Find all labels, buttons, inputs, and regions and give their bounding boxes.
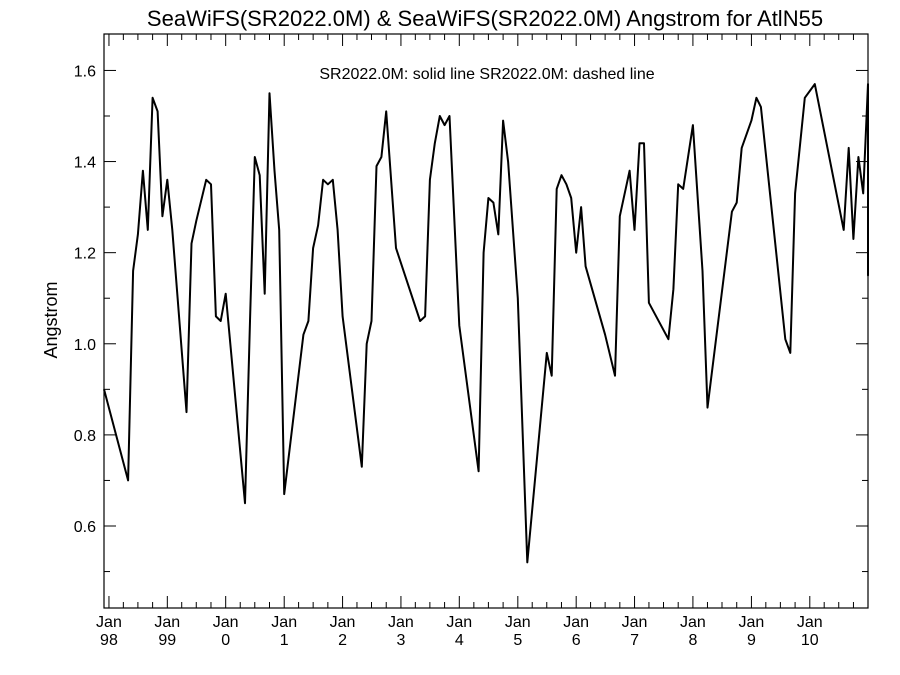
x-tick-label-year: 8 [688, 632, 697, 649]
x-tick-label-month: Jan [739, 614, 765, 631]
series-layer [103, 83, 869, 564]
x-tick-label-month: Jan [154, 614, 180, 631]
x-tick-label-year: 6 [572, 632, 581, 649]
x-tick-label-year: 5 [513, 632, 522, 649]
x-tick-label-month: Jan [213, 614, 239, 631]
chart-title: SeaWiFS(SR2022.0M) & SeaWiFS(SR2022.0M) … [147, 6, 823, 31]
y-tick-label: 0.6 [74, 519, 96, 536]
x-tick-label-year: 3 [396, 632, 405, 649]
x-tick-label-month: Jan [505, 614, 531, 631]
series-line [103, 83, 869, 564]
x-tick-label-year: 10 [801, 632, 819, 649]
x-tick-label-year: 2 [338, 632, 347, 649]
x-tick-label-month: Jan [622, 614, 648, 631]
x-tick-label-month: Jan [446, 614, 472, 631]
y-tick-label: 1.4 [74, 155, 96, 172]
x-tick-label-month: Jan [680, 614, 706, 631]
x-tick-label-month: Jan [96, 614, 122, 631]
x-tick-label-year: 7 [630, 632, 639, 649]
y-tick-label: 1.0 [74, 337, 96, 354]
x-tick-label-year: 9 [747, 632, 756, 649]
y-tick-label: 0.8 [74, 428, 96, 445]
plot-frame [103, 33, 869, 609]
x-tick-label-year: 0 [221, 632, 230, 649]
x-tick-label-month: Jan [797, 614, 823, 631]
x-tick-label-month: Jan [330, 614, 356, 631]
y-axis-label: Angstrom [41, 281, 61, 358]
x-tick-label-month: Jan [563, 614, 589, 631]
x-tick-label-month: Jan [271, 614, 297, 631]
y-tick-label: 1.2 [74, 246, 96, 263]
x-tick-label-year: 98 [100, 632, 118, 649]
y-tick-label: 1.6 [74, 63, 96, 80]
x-tick-label-year: 1 [280, 632, 289, 649]
x-tick-label-month: Jan [388, 614, 414, 631]
axes: 0.60.81.01.21.41.6Jan98Jan99Jan0Jan1Jan2… [74, 34, 868, 649]
chart-subtitle: SR2022.0M: solid line SR2022.0M: dashed … [319, 66, 654, 83]
x-tick-label-year: 99 [158, 632, 176, 649]
x-tick-label-year: 4 [455, 632, 464, 649]
